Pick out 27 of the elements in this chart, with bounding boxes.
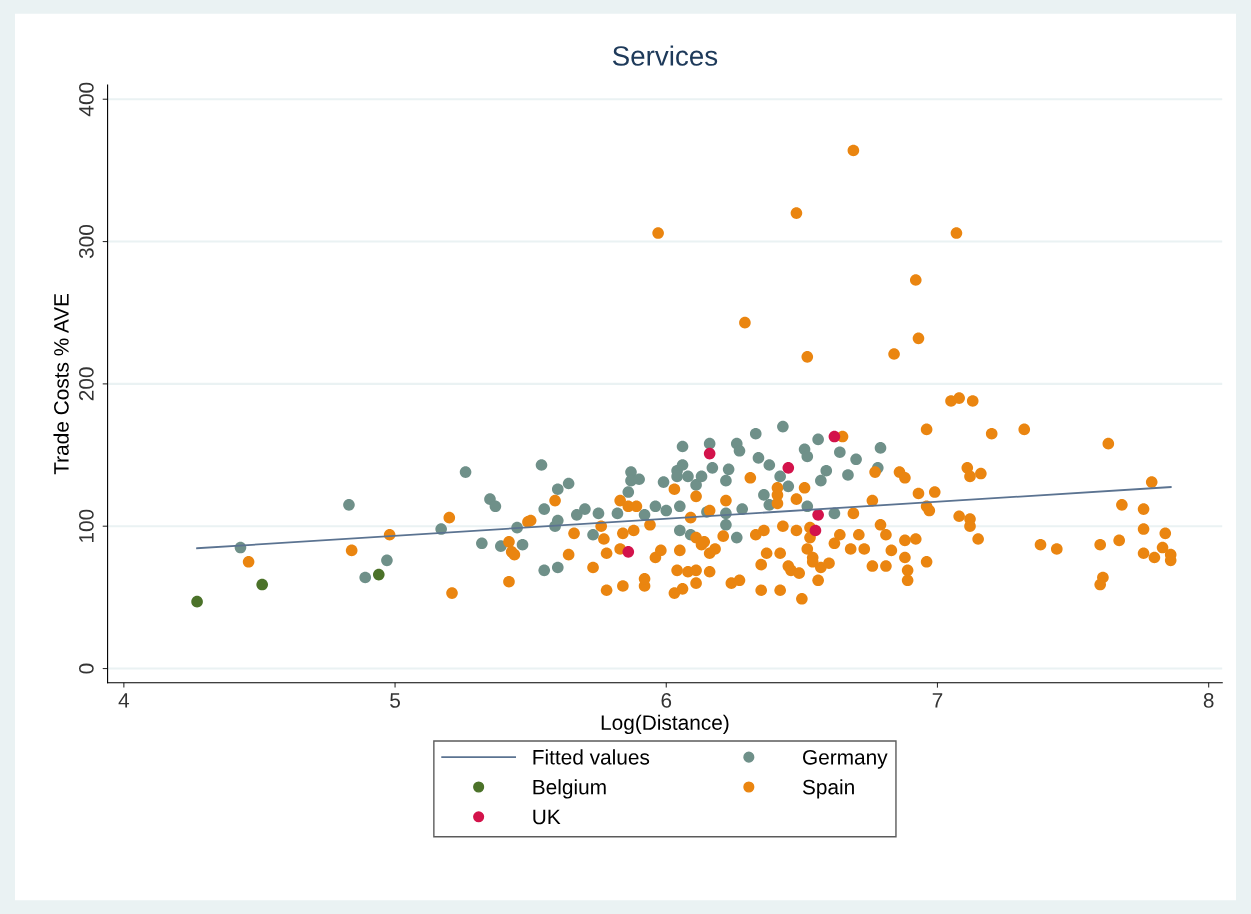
point: [809, 524, 822, 537]
legend-label: Germany: [803, 749, 888, 769]
legend-label: Fitted values: [533, 749, 650, 765]
point: [703, 447, 716, 460]
point: [812, 509, 824, 521]
legend-label: Spain: [802, 779, 854, 799]
point: [256, 578, 268, 591]
point: [191, 595, 203, 608]
y-tick-label: 300: [78, 224, 94, 259]
x-tick-label: 6: [661, 693, 672, 708]
y-tick-label: 100: [78, 509, 94, 542]
legend-label: Belgium: [533, 779, 606, 799]
y-tick-label: 400: [78, 82, 94, 117]
point: [828, 430, 841, 443]
chart-title: Services: [612, 45, 718, 66]
point: [782, 462, 795, 474]
point: [622, 546, 635, 558]
x-axis-title: Log(Distance): [601, 714, 729, 735]
x-tick-label: 8: [1203, 693, 1214, 708]
y-tick-label: 200: [78, 367, 94, 401]
x-tick-label: 5: [390, 693, 400, 708]
point: [372, 568, 385, 581]
legend-label: UK: [533, 809, 561, 825]
y-axis-title: Trade Costs % AVE: [53, 293, 69, 475]
x-tick-label: 4: [118, 693, 130, 708]
x-tick-label: 7: [932, 693, 943, 708]
y-tick-label: 0: [78, 663, 94, 674]
